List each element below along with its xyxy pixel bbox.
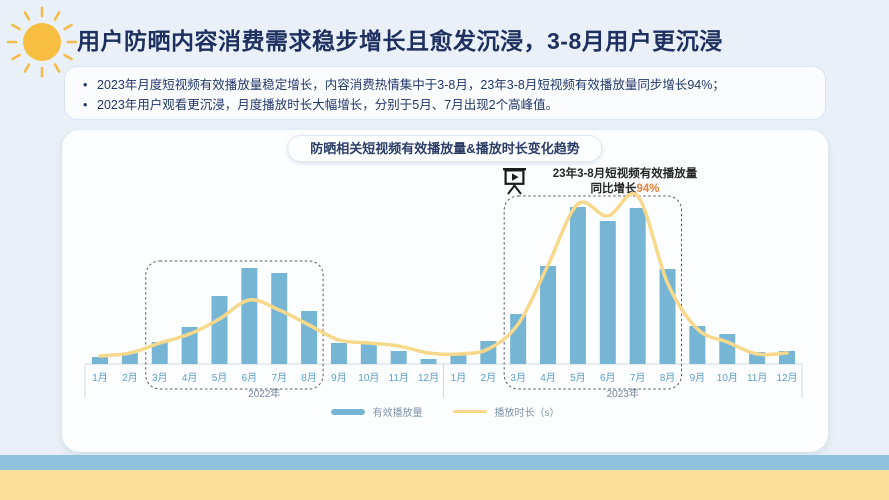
x-label-11: 12月 bbox=[418, 372, 439, 384]
summary-bullet-1: • 2023年月度短视频有效播放量稳定增长，内容消费热情集中于3-8月，23年3… bbox=[83, 75, 815, 95]
growth-annotation-text: 23年3-8月短视频有效播放量 同比增长94% bbox=[535, 167, 715, 196]
year-label-2023年: 2023年 bbox=[607, 387, 639, 400]
bar-2023年-5月 bbox=[569, 207, 586, 364]
page-title: 用户防晒内容消费需求稳步增长且愈发沉浸，3-8月用户更沉浸 bbox=[77, 28, 723, 54]
legend-label-bars: 有效播放量 bbox=[372, 408, 423, 419]
bar-2022年-2月 bbox=[121, 353, 138, 364]
legend-item-line: 播放时长（s） bbox=[452, 404, 560, 419]
bar-2022年-7月 bbox=[271, 273, 288, 364]
legend-item-bars: 有效播放量 bbox=[330, 404, 423, 419]
x-label-18: 7月 bbox=[630, 372, 646, 384]
footer-stripe-blue bbox=[0, 455, 889, 470]
bar-2022年-11月 bbox=[390, 351, 407, 364]
x-label-21: 10月 bbox=[717, 372, 738, 384]
x-label-8: 9月 bbox=[331, 372, 347, 384]
x-label-20: 9月 bbox=[690, 372, 706, 384]
x-label-17: 6月 bbox=[600, 372, 616, 384]
x-label-22: 11月 bbox=[747, 372, 767, 384]
year-label-2022年: 2022年 bbox=[248, 387, 280, 400]
growth-annotation-line1: 23年3-8月短视频有效播放量 bbox=[552, 168, 698, 180]
x-label-23: 12月 bbox=[776, 372, 797, 384]
bar-2022年-10月 bbox=[360, 343, 377, 364]
footer-stripe-yellow bbox=[0, 470, 889, 500]
x-label-14: 3月 bbox=[510, 372, 526, 384]
chart-card: 防晒相关短视频有效播放量&播放时长变化趋势 23年3-8月短视频有效播放量 同比… bbox=[62, 130, 828, 452]
bar-2023年-1月 bbox=[450, 355, 467, 364]
x-label-5: 6月 bbox=[242, 372, 258, 384]
x-label-3: 4月 bbox=[182, 372, 198, 384]
chart-legend: 有效播放量 播放时长（s） bbox=[62, 404, 828, 419]
highlight-box bbox=[503, 195, 683, 390]
bar-swatch bbox=[330, 408, 365, 415]
summary-bullet-2: • 2023年用户观看更沉浸，月度播放时长大幅增长，分别于5月、7月出现2个高峰… bbox=[83, 95, 815, 115]
bar-2023年-9月 bbox=[689, 326, 706, 364]
sun-icon bbox=[6, 6, 78, 78]
summary-bullet-2-text: 2023年用户观看更沉浸，月度播放时长大幅增长，分别于5月、7月出现2个高峰值。 bbox=[97, 98, 559, 112]
x-label-4: 5月 bbox=[212, 372, 228, 384]
growth-annotation-line2: 同比增长94% bbox=[590, 182, 660, 195]
growth-value: 94% bbox=[636, 182, 660, 195]
x-label-13: 2月 bbox=[481, 372, 497, 384]
growth-annotation: 23年3-8月短视频有效播放量 同比增长94% bbox=[502, 167, 715, 196]
x-label-12: 1月 bbox=[451, 372, 467, 384]
x-label-15: 4月 bbox=[540, 372, 556, 384]
bar-2022年-1月 bbox=[92, 357, 108, 364]
combo-chart: 1月 2月 3月 4月 5月 6月 7月 8月 9月 10月 11月 12月 1月 2月 3月 4月 5月 6月 7… bbox=[84, 191, 803, 400]
bar-2022年-5月 bbox=[211, 296, 228, 364]
x-label-2: 3月 bbox=[152, 372, 168, 384]
x-label-19: 8月 bbox=[660, 372, 676, 384]
bullet-dot: • bbox=[83, 98, 88, 112]
x-label-7: 8月 bbox=[301, 372, 317, 384]
bullet-dot: • bbox=[83, 78, 88, 92]
bar-2023年-7月 bbox=[629, 208, 646, 364]
x-label-10: 11月 bbox=[389, 372, 409, 384]
summary-card: • 2023年月度短视频有效播放量稳定增长，内容消费热情集中于3-8月，23年3… bbox=[64, 66, 826, 120]
highlight-box bbox=[145, 260, 324, 390]
bar-2023年-4月 bbox=[540, 266, 557, 364]
line-swatch bbox=[452, 410, 487, 413]
presentation-screen-icon bbox=[503, 168, 526, 195]
x-label-9: 10月 bbox=[358, 372, 379, 384]
bar-2022年-8月 bbox=[301, 311, 318, 364]
x-label-16: 5月 bbox=[570, 372, 586, 384]
x-label-6: 7月 bbox=[271, 372, 287, 384]
legend-label-line: 播放时长（s） bbox=[494, 408, 560, 419]
bar-2022年-12月 bbox=[420, 359, 437, 364]
x-label-0: 1月 bbox=[92, 372, 108, 384]
bar-2022年-3月 bbox=[151, 342, 168, 364]
bar-2022年-6月 bbox=[241, 268, 258, 364]
x-label-1: 2月 bbox=[122, 372, 138, 384]
playtime-line bbox=[98, 191, 789, 358]
bar-2022年-9月 bbox=[330, 343, 347, 364]
chart-title: 防晒相关短视频有效播放量&播放时长变化趋势 bbox=[287, 135, 603, 162]
bar-2023年-6月 bbox=[599, 221, 616, 364]
summary-bullet-1-text: 2023年月度短视频有效播放量稳定增长，内容消费热情集中于3-8月，23年3-8… bbox=[97, 78, 725, 92]
